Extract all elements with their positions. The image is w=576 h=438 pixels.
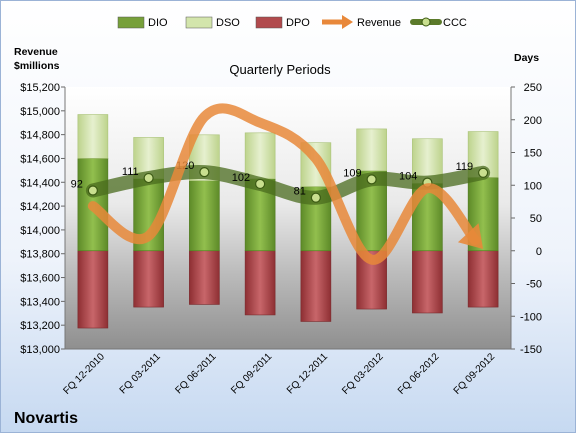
ccc-data-label: 111 xyxy=(122,166,139,178)
left-tick-label: $13,800 xyxy=(20,249,60,261)
left-tick-label: $13,600 xyxy=(20,273,60,285)
right-tick-label: 100 xyxy=(524,180,542,192)
left-axis-title-line2: $millions xyxy=(14,60,60,72)
dpo-bar xyxy=(300,250,332,322)
left-tick-label: $14,200 xyxy=(20,201,60,213)
chart-title: Quarterly Periods xyxy=(229,62,331,77)
right-tick-label: 50 xyxy=(530,213,542,225)
ccc-point xyxy=(366,174,377,185)
bars-layer xyxy=(77,114,499,329)
ccc-point xyxy=(478,167,489,178)
legend-marker xyxy=(421,17,431,27)
right-tick-label: -150 xyxy=(520,344,542,356)
right-tick-label: 250 xyxy=(524,82,542,94)
right-tick-label: -50 xyxy=(526,279,542,291)
dpo-bar xyxy=(412,250,443,314)
dpo-bar xyxy=(467,250,499,308)
dpo-bar xyxy=(189,250,220,305)
left-tick-label: $13,200 xyxy=(20,320,60,332)
dpo-bar xyxy=(133,250,164,308)
legend-label: CCC xyxy=(443,17,467,29)
legend-swatch xyxy=(255,16,283,29)
left-tick-label: $14,400 xyxy=(20,177,60,189)
revenue-line xyxy=(87,103,481,265)
left-tick-label: $13,400 xyxy=(20,296,60,308)
dso-bar xyxy=(77,114,109,159)
right-tick-label: 150 xyxy=(524,148,542,160)
ccc-data-label: 81 xyxy=(294,186,306,198)
plot-area xyxy=(65,87,511,349)
ccc-point xyxy=(199,167,210,178)
legend-swatch xyxy=(185,16,213,29)
left-axis-title-line1: Revenue xyxy=(14,46,58,58)
right-tick-label: 200 xyxy=(524,115,542,127)
legend-label: Revenue xyxy=(357,17,401,29)
dpo-bar xyxy=(244,250,276,316)
ccc-data-label: 109 xyxy=(343,167,361,179)
company-name: Novartis xyxy=(14,410,78,427)
dio-bar xyxy=(189,180,220,252)
legend-label: DSO xyxy=(216,17,240,29)
right-tick-label: 0 xyxy=(536,246,542,258)
ccc-data-label: 104 xyxy=(399,171,417,183)
right-axis-title: Days xyxy=(514,52,539,64)
ccc-data-label: 92 xyxy=(71,178,83,190)
right-tick-label: -100 xyxy=(520,311,542,323)
legend-label: DIO xyxy=(148,17,168,29)
revenue-arrowhead xyxy=(457,223,484,249)
left-tick-label: $13,000 xyxy=(20,344,60,356)
dpo-bar xyxy=(77,250,109,329)
left-tick-label: $15,200 xyxy=(20,82,60,94)
legend: DIO DSO DPO Revenue CCC xyxy=(117,15,467,29)
left-tick-label: $14,000 xyxy=(20,225,60,237)
legend-arrow xyxy=(342,15,353,29)
ccc-data-label: 119 xyxy=(456,161,474,173)
ccc-point xyxy=(255,178,266,190)
left-tick-label: $14,800 xyxy=(20,130,60,142)
left-tick-label: $14,600 xyxy=(20,153,60,165)
legend-swatch xyxy=(117,16,145,29)
ccc-point xyxy=(310,192,321,203)
dso-bar xyxy=(356,128,387,172)
ccc-point xyxy=(87,185,98,196)
ccc-point xyxy=(143,172,154,184)
legend-label: DPO xyxy=(286,17,310,29)
ccc-data-label: 102 xyxy=(232,172,250,184)
left-tick-label: $15,000 xyxy=(20,106,60,118)
